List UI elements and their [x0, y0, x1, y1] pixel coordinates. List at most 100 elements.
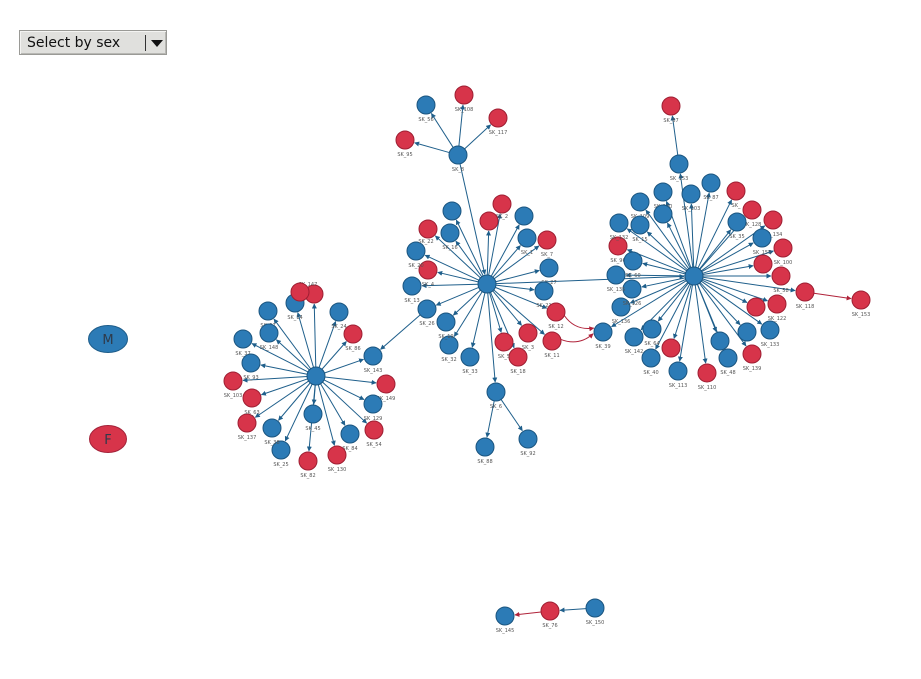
node-sk-32[interactable]: SK_32 [439, 335, 459, 363]
node-sk-2b[interactable] [479, 211, 499, 231]
node-sk-82[interactable]: SK_82 [298, 451, 318, 479]
node-sk-134[interactable]: SK_134 [763, 210, 783, 238]
node-circle[interactable] [259, 323, 279, 343]
node-sk-110a[interactable] [746, 297, 766, 317]
node-sk-37[interactable]: SK_37 [233, 329, 253, 357]
node-circle[interactable] [773, 238, 793, 258]
node-sk-143[interactable]: SK_143 [363, 346, 383, 374]
node-circle[interactable] [851, 290, 871, 310]
node-circle[interactable] [488, 108, 508, 128]
node-sk-92[interactable]: SK_92 [518, 429, 538, 457]
node-sk-103b[interactable]: SK_103 [681, 184, 701, 212]
node-sk-96[interactable]: SK_96 [608, 236, 628, 264]
legend-swatch-f[interactable] [89, 425, 127, 453]
node-circle[interactable] [477, 274, 497, 294]
node-sk-110[interactable]: SK_110 [697, 363, 717, 391]
node-circle[interactable] [290, 282, 310, 302]
node-sk-40[interactable]: SK_40 [641, 348, 661, 376]
node-sk-40b[interactable] [737, 322, 757, 342]
node-circle[interactable] [546, 302, 566, 322]
node-sk-95[interactable]: SK_95 [395, 130, 415, 158]
node-sk-1[interactable]: SK_1 [517, 228, 537, 256]
node-sk-20[interactable]: SK_20 [406, 241, 426, 269]
node-circle[interactable] [327, 445, 347, 465]
node-circle[interactable] [653, 182, 673, 202]
node-sk-17[interactable] [710, 331, 730, 351]
node-circle[interactable] [242, 388, 262, 408]
node-sk-108[interactable]: SK_108 [454, 85, 474, 113]
node-sk-48[interactable]: SK_48 [718, 348, 738, 376]
node-sk-139[interactable]: SK_139 [742, 344, 762, 372]
node-sk-35[interactable]: SK_35 [727, 212, 747, 240]
node-circle[interactable] [642, 319, 662, 339]
node-circle[interactable] [298, 451, 318, 471]
node-sk-33[interactable]: SK_33 [460, 347, 480, 375]
node-sk-87[interactable]: SK_87 [701, 173, 721, 201]
node-sk-2[interactable]: SK_2 [492, 194, 512, 220]
node-sk-142[interactable]: SK_142 [624, 327, 644, 355]
node-sk-25[interactable]: SK_25 [271, 440, 291, 468]
node-sk-137[interactable]: SK_137 [237, 413, 257, 441]
node-sk-f1[interactable] [661, 338, 681, 358]
node-circle[interactable] [585, 598, 605, 618]
node-sk-38[interactable]: SK_38 [262, 418, 282, 446]
node-sk-22[interactable]: SK_22 [418, 219, 438, 245]
node-circle[interactable] [760, 320, 780, 340]
node-circle[interactable] [271, 440, 291, 460]
node-sk-155[interactable]: SK_155 [752, 228, 772, 256]
node-circle[interactable] [630, 192, 650, 212]
node-sk-76[interactable]: SK_76 [540, 601, 560, 629]
node-circle[interactable] [653, 204, 673, 224]
node-sk-100[interactable]: SK_100 [773, 238, 793, 266]
node-sk-132[interactable]: SK_132 [609, 213, 629, 241]
node-sk-63[interactable]: SK_63 [242, 388, 262, 416]
node-sk-130[interactable]: SK_130 [327, 445, 347, 473]
node-circle[interactable] [518, 429, 538, 449]
node-circle[interactable] [517, 228, 537, 248]
node-sk-84[interactable]: SK_84 [340, 424, 360, 452]
node-sk-6[interactable]: SK_6 [486, 382, 506, 410]
node-circle[interactable] [630, 215, 650, 235]
node-circle[interactable] [534, 281, 554, 301]
node-circle[interactable] [514, 206, 534, 226]
node-circle[interactable] [303, 404, 323, 424]
node-circle[interactable] [763, 210, 783, 230]
node-circle[interactable] [364, 420, 384, 440]
node-circle[interactable] [495, 606, 515, 626]
node-circle[interactable] [742, 344, 762, 364]
node-circle[interactable] [486, 382, 506, 402]
node-sk-r1[interactable]: SK_ [726, 181, 746, 209]
node-sk-13[interactable]: SK_13 [402, 276, 422, 304]
node-circle[interactable] [593, 322, 613, 342]
node-circle[interactable] [440, 223, 460, 243]
node-circle[interactable] [363, 346, 383, 366]
node-sk-p1[interactable] [653, 204, 673, 224]
node-circle[interactable] [241, 353, 261, 373]
node-circle[interactable] [623, 251, 643, 271]
node-sk-24[interactable]: SK_24 [329, 302, 349, 330]
node-sk-128[interactable]: SK_128 [742, 200, 762, 228]
node-sk-48a[interactable] [753, 254, 773, 274]
node-circle[interactable] [622, 279, 642, 299]
node-sk-11[interactable]: SK_11 [542, 331, 562, 359]
node-circle[interactable] [418, 260, 438, 280]
node-circle[interactable] [417, 299, 437, 319]
node-circle[interactable] [624, 327, 644, 347]
node-circle[interactable] [609, 213, 629, 233]
node-sk-117[interactable]: SK_117 [488, 108, 508, 136]
node-circle[interactable] [363, 394, 383, 414]
node-circle[interactable] [542, 331, 562, 351]
node-sk-56[interactable]: SK_56 [416, 95, 436, 123]
chevron-down-icon[interactable] [151, 40, 163, 47]
node-circle[interactable] [395, 130, 415, 150]
node-circle[interactable] [727, 212, 747, 232]
node-circle[interactable] [767, 294, 787, 314]
node-circle[interactable] [262, 418, 282, 438]
node-sk-148[interactable]: SK_148 [259, 323, 279, 351]
node-sk-126[interactable]: SK_126 [622, 279, 642, 307]
node-h2[interactable] [477, 274, 497, 294]
node-circle[interactable] [540, 601, 560, 621]
node-circle[interactable] [223, 371, 243, 391]
node-circle[interactable] [742, 200, 762, 220]
node-circle[interactable] [494, 332, 514, 352]
